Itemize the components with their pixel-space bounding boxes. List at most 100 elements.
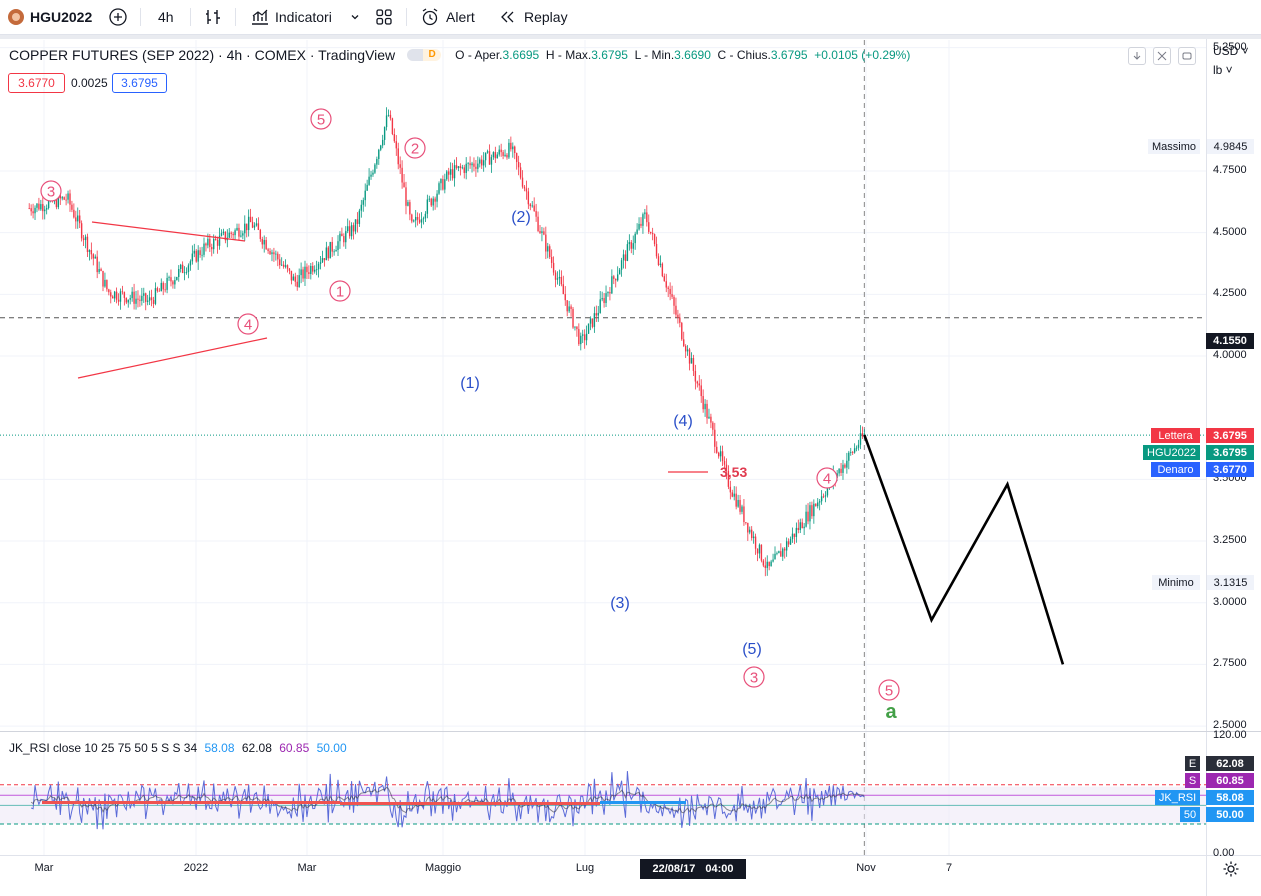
symbol-label: HGU2022 bbox=[30, 9, 93, 25]
candle-body bbox=[269, 251, 271, 255]
candle-body bbox=[67, 193, 69, 200]
candle-body bbox=[197, 250, 199, 262]
interval-button[interactable]: 4h bbox=[158, 0, 174, 34]
candle-body bbox=[189, 261, 192, 266]
candle-body bbox=[488, 151, 491, 165]
candle-body bbox=[741, 506, 743, 512]
candle-body bbox=[327, 247, 330, 259]
candle-body bbox=[717, 452, 720, 457]
candle-body bbox=[613, 276, 615, 279]
currency-selector[interactable]: USD ˅ bbox=[1213, 44, 1249, 58]
alert-button[interactable]: Alert bbox=[420, 0, 475, 34]
candle-body bbox=[370, 174, 372, 177]
candle-body bbox=[224, 231, 227, 241]
candle-body bbox=[824, 495, 827, 497]
window-icon bbox=[1182, 52, 1192, 60]
candle-body bbox=[648, 222, 650, 232]
wave-circle bbox=[329, 280, 351, 302]
candle-body bbox=[172, 281, 174, 285]
candle-body bbox=[414, 216, 417, 221]
candle-body bbox=[733, 493, 735, 497]
rsi-mid-label: 50 bbox=[1180, 807, 1200, 822]
candle-body bbox=[292, 276, 295, 281]
candle-body bbox=[71, 204, 73, 210]
candle-body bbox=[453, 165, 456, 179]
triangle-lower-line[interactable] bbox=[77, 337, 268, 379]
candle-body bbox=[471, 163, 473, 166]
candle-body bbox=[574, 326, 576, 328]
wave-label: (3) bbox=[610, 595, 630, 612]
candle-body bbox=[587, 323, 590, 334]
chart-style-button[interactable] bbox=[203, 0, 223, 34]
candle-body bbox=[772, 559, 774, 562]
time-tick-label: Nov bbox=[856, 862, 876, 874]
arrow-down-icon bbox=[1133, 52, 1141, 60]
symbol-search-button[interactable]: HGU2022 bbox=[8, 0, 92, 34]
candle-body bbox=[94, 256, 96, 259]
compare-symbol-button[interactable] bbox=[108, 0, 128, 34]
toolbar-divider bbox=[235, 8, 236, 26]
unit-selector[interactable]: lb ˅ bbox=[1213, 63, 1233, 77]
delayed-badge: D bbox=[423, 49, 442, 61]
candle-body bbox=[222, 231, 225, 234]
candle-body bbox=[780, 551, 782, 557]
candle-body bbox=[399, 164, 401, 168]
wave-circle bbox=[237, 313, 259, 335]
candle-body bbox=[556, 278, 559, 280]
plus-circle-icon bbox=[109, 8, 127, 26]
candle-body bbox=[257, 223, 260, 230]
candle-body bbox=[104, 279, 106, 287]
candle-body bbox=[754, 536, 757, 549]
candle-body bbox=[550, 257, 553, 263]
move-pane-down-button[interactable] bbox=[1128, 47, 1146, 65]
time-tick-label: 2022 bbox=[183, 862, 209, 874]
layout-templates-button[interactable] bbox=[374, 0, 394, 34]
candle-body bbox=[273, 252, 275, 255]
wave-circle bbox=[743, 666, 765, 688]
rsi-value-2: 62.08 bbox=[241, 741, 272, 755]
candle-body bbox=[315, 269, 318, 271]
candle-body bbox=[679, 317, 681, 323]
indicators-dropdown-button[interactable] bbox=[349, 0, 361, 34]
projection-path[interactable] bbox=[863, 434, 1065, 665]
maximize-pane-button[interactable] bbox=[1153, 47, 1171, 65]
candle-body bbox=[655, 243, 658, 257]
candle-body bbox=[294, 276, 296, 282]
candle-body bbox=[826, 486, 829, 496]
candle-body bbox=[795, 527, 798, 537]
candle-body bbox=[531, 205, 533, 207]
candles bbox=[28, 107, 866, 577]
candle-body bbox=[360, 204, 363, 211]
replay-button[interactable]: Replay bbox=[498, 0, 568, 34]
candle-body bbox=[164, 289, 166, 291]
candle-body bbox=[319, 262, 322, 264]
candle-body bbox=[578, 329, 580, 345]
chart-settings-button[interactable] bbox=[1222, 860, 1240, 883]
collapse-pane-button[interactable] bbox=[1178, 47, 1196, 65]
buy-button[interactable]: 3.6795 bbox=[112, 73, 167, 93]
candle-body bbox=[127, 299, 129, 303]
triangle-upper-line[interactable] bbox=[91, 221, 246, 242]
candle-body bbox=[634, 233, 636, 244]
high-label: H - Max. bbox=[545, 48, 592, 62]
toolbar-divider bbox=[406, 8, 407, 26]
candle-body bbox=[279, 259, 281, 266]
candle-body bbox=[605, 293, 607, 304]
open-value: 3.6695 bbox=[502, 48, 540, 62]
candle-body bbox=[562, 284, 565, 295]
candle-body bbox=[86, 236, 89, 253]
rsi-jk-value: 58.08 bbox=[1206, 790, 1254, 805]
candle-body bbox=[135, 298, 137, 304]
sell-button[interactable]: 3.6770 bbox=[8, 73, 65, 93]
candle-body bbox=[244, 223, 246, 234]
high-value: 3.6795 bbox=[591, 48, 628, 62]
candle-body bbox=[238, 227, 240, 237]
indicators-button[interactable]: Indicatori bbox=[250, 0, 332, 34]
candle-body bbox=[646, 212, 648, 223]
alert-label: Alert bbox=[446, 9, 475, 25]
candle-body bbox=[317, 263, 320, 270]
wave-label: 5 bbox=[885, 683, 893, 700]
candle-body bbox=[846, 460, 848, 468]
